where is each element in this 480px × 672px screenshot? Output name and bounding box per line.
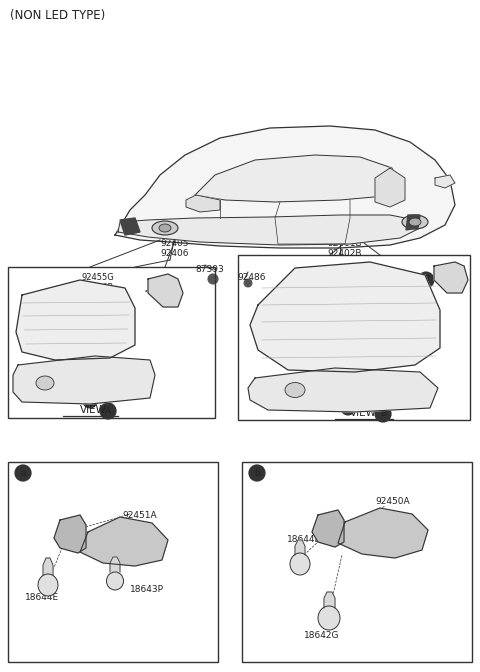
Text: b: b (254, 468, 260, 478)
Text: a: a (87, 396, 93, 405)
Text: 92456A: 92456A (348, 282, 380, 290)
Ellipse shape (285, 382, 305, 398)
Ellipse shape (402, 215, 428, 229)
Circle shape (382, 527, 394, 539)
Circle shape (15, 465, 31, 481)
Circle shape (341, 401, 355, 415)
Text: 87393: 87393 (196, 265, 224, 274)
Polygon shape (434, 262, 468, 293)
Text: 92401B: 92401B (328, 239, 362, 249)
Circle shape (249, 465, 265, 481)
Circle shape (125, 532, 145, 552)
Circle shape (83, 394, 97, 408)
Ellipse shape (152, 221, 178, 235)
Polygon shape (120, 218, 140, 235)
Ellipse shape (159, 224, 171, 232)
Ellipse shape (409, 218, 421, 226)
Text: B: B (380, 409, 386, 419)
Polygon shape (110, 557, 120, 572)
Polygon shape (54, 515, 86, 553)
Polygon shape (148, 274, 183, 307)
Text: 18643P: 18643P (130, 585, 164, 595)
Text: a: a (346, 403, 350, 413)
Circle shape (94, 376, 106, 388)
Bar (8, 267, 215, 418)
Ellipse shape (36, 376, 54, 390)
Bar (242, 462, 472, 662)
Circle shape (375, 406, 391, 422)
Text: 92402B: 92402B (328, 249, 362, 257)
Circle shape (444, 274, 454, 284)
Polygon shape (118, 215, 420, 245)
Ellipse shape (107, 572, 123, 590)
Circle shape (162, 276, 178, 292)
Text: 92405: 92405 (161, 239, 189, 249)
Text: 92406: 92406 (161, 249, 189, 257)
Polygon shape (338, 508, 428, 558)
Text: 18644E: 18644E (287, 536, 321, 544)
Text: 92456B: 92456B (82, 282, 114, 292)
Polygon shape (13, 356, 155, 404)
Polygon shape (115, 126, 455, 248)
Polygon shape (43, 558, 53, 575)
Text: 92450A: 92450A (375, 497, 409, 507)
Circle shape (376, 521, 400, 545)
Circle shape (100, 403, 116, 419)
Polygon shape (435, 175, 455, 188)
Text: a: a (20, 468, 26, 478)
Polygon shape (295, 540, 305, 555)
Polygon shape (375, 168, 405, 207)
Polygon shape (80, 517, 168, 566)
Circle shape (347, 377, 373, 403)
Polygon shape (312, 510, 344, 547)
Circle shape (88, 370, 112, 394)
Polygon shape (16, 280, 135, 360)
Text: 92486: 92486 (238, 274, 266, 282)
Circle shape (353, 383, 367, 397)
Polygon shape (248, 368, 438, 412)
Polygon shape (324, 592, 335, 608)
Circle shape (418, 272, 434, 288)
Text: VIEW: VIEW (80, 405, 107, 415)
Polygon shape (195, 155, 400, 202)
Text: 92455G: 92455G (82, 274, 115, 282)
Text: 18644E: 18644E (25, 593, 59, 603)
Text: VIEW: VIEW (350, 408, 377, 418)
Polygon shape (406, 215, 420, 230)
Text: 18642G: 18642G (304, 630, 340, 640)
Ellipse shape (38, 574, 58, 596)
Text: A: A (105, 407, 111, 415)
Bar (8, 462, 218, 662)
Polygon shape (186, 195, 220, 212)
Text: 92451A: 92451A (122, 511, 156, 519)
Circle shape (208, 274, 218, 284)
Text: B: B (423, 276, 429, 284)
Polygon shape (250, 262, 440, 372)
Circle shape (244, 279, 252, 287)
Text: 87393: 87393 (438, 265, 467, 274)
Bar (238, 255, 470, 420)
Text: A: A (167, 280, 173, 288)
Ellipse shape (290, 553, 310, 575)
Text: 92455E: 92455E (348, 273, 380, 282)
Circle shape (130, 537, 140, 547)
Ellipse shape (318, 606, 340, 630)
Text: (NON LED TYPE): (NON LED TYPE) (10, 9, 105, 22)
